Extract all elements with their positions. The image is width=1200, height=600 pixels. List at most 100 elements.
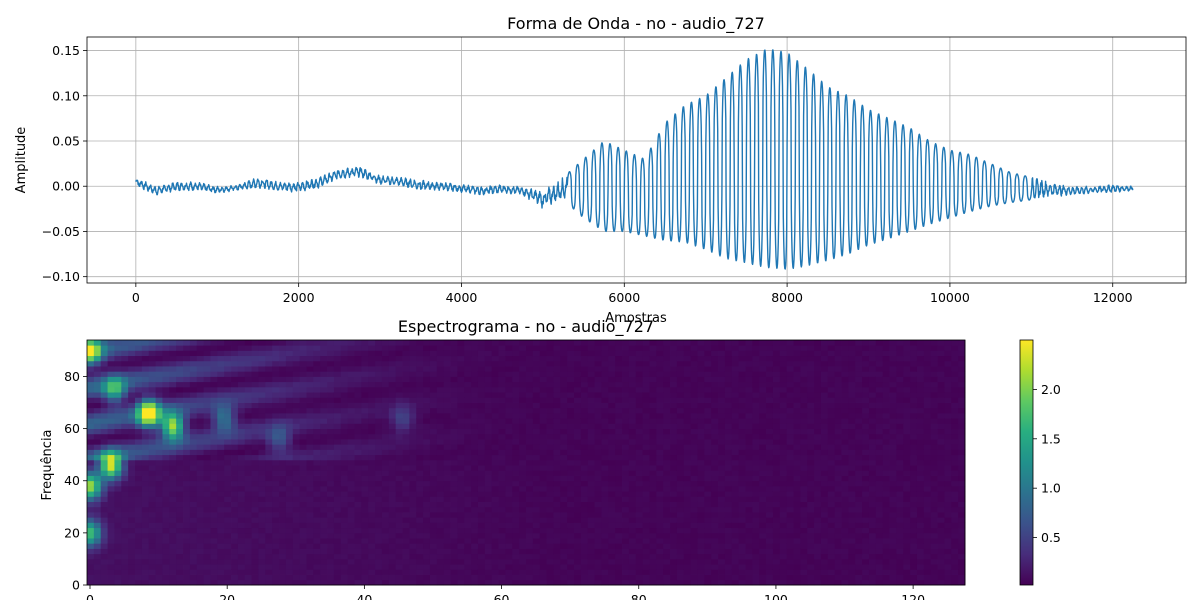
spectrogram-cell bbox=[786, 376, 794, 383]
spectrogram-cell bbox=[279, 522, 287, 529]
spectrogram-cell bbox=[594, 345, 602, 351]
spectrogram-cell bbox=[580, 480, 589, 487]
spectrogram-cell bbox=[141, 512, 150, 518]
spectrogram-cell bbox=[793, 491, 801, 497]
spectrogram-cell bbox=[738, 496, 746, 502]
spectrogram-cell bbox=[128, 527, 136, 534]
spectrogram-cell bbox=[546, 345, 554, 351]
spectrogram-cell bbox=[711, 501, 719, 508]
spectrogram-cell bbox=[416, 392, 424, 398]
spectrogram-cell bbox=[121, 496, 129, 502]
spectrogram-cell bbox=[306, 517, 314, 523]
spectrogram-cell bbox=[505, 548, 513, 555]
spectrogram-cell bbox=[539, 470, 547, 476]
spectrogram-cell bbox=[690, 475, 698, 482]
spectrogram-cell bbox=[251, 522, 259, 529]
spectrogram-cell bbox=[402, 470, 410, 476]
spectrogram-cell bbox=[135, 444, 143, 450]
spectrogram-cell bbox=[642, 412, 650, 419]
spectrogram-cell bbox=[683, 407, 692, 414]
spectrogram-cell bbox=[628, 355, 637, 362]
spectrogram-cell bbox=[772, 449, 781, 456]
spectrogram-cell bbox=[546, 538, 554, 544]
spectrogram-cell bbox=[375, 418, 383, 424]
spectrogram-cell bbox=[155, 371, 163, 377]
spectrogram-cell bbox=[100, 439, 108, 445]
spectrogram-cell bbox=[793, 371, 801, 377]
spectrogram-cell bbox=[649, 355, 657, 362]
spectrogram-cell bbox=[429, 418, 438, 424]
spectrogram-cell bbox=[786, 392, 794, 398]
spectrogram-cell bbox=[594, 407, 602, 414]
spectrogram-cell bbox=[203, 418, 211, 424]
spectrogram-cell bbox=[471, 360, 479, 367]
spectrogram-cell bbox=[471, 386, 479, 393]
spectrogram-cell bbox=[779, 553, 788, 560]
spectrogram-cell bbox=[656, 558, 664, 565]
spectrogram-cell bbox=[388, 345, 397, 351]
spectrogram-cell bbox=[231, 433, 239, 440]
spectrogram-cell bbox=[244, 475, 253, 482]
spectrogram-cell bbox=[327, 412, 335, 419]
spectrogram-cell bbox=[313, 512, 321, 518]
spectrogram-cell bbox=[663, 433, 671, 440]
spectrogram-cell bbox=[676, 553, 685, 560]
spectrogram-cell bbox=[759, 569, 767, 575]
spectrogram-cell bbox=[683, 386, 692, 393]
spectrogram-cell bbox=[306, 543, 314, 549]
spectrogram-cell bbox=[656, 538, 664, 544]
spectrogram-cell bbox=[539, 376, 547, 383]
spectrogram-cell bbox=[759, 538, 767, 544]
spectrogram-cell bbox=[752, 538, 760, 544]
spectrogram-cell bbox=[128, 579, 136, 586]
spectrogram-cell bbox=[361, 512, 369, 518]
spectrogram-cell bbox=[656, 465, 664, 471]
spectrogram-cell bbox=[375, 355, 383, 362]
spectrogram-cell bbox=[745, 475, 753, 482]
spectrogram-cell bbox=[663, 569, 671, 575]
spectrogram-cell bbox=[546, 532, 554, 539]
spectrogram-cell bbox=[265, 475, 273, 482]
spectrogram-cell bbox=[107, 543, 115, 549]
spectrogram-cell bbox=[519, 444, 527, 450]
spectrogram-cell bbox=[567, 496, 575, 502]
spectrogram-cell bbox=[491, 412, 499, 419]
spectrogram-cell bbox=[87, 543, 95, 549]
spectrogram-cell bbox=[299, 449, 307, 456]
spectrogram-cell bbox=[724, 522, 733, 529]
spectrogram-cell bbox=[759, 485, 767, 492]
spectrogram-cell bbox=[381, 345, 390, 351]
spectrogram-cell bbox=[477, 491, 486, 497]
spectrogram-cell bbox=[587, 512, 595, 518]
spectrogram-cell bbox=[512, 527, 520, 534]
spectrogram-cell bbox=[464, 470, 472, 476]
spectrogram-cell bbox=[560, 574, 568, 581]
spectrogram-cell bbox=[196, 444, 205, 450]
spectrogram-cell bbox=[622, 345, 630, 351]
spectrogram-cell bbox=[464, 485, 472, 492]
spectrogram-cell bbox=[567, 491, 575, 497]
spectrogram-cell bbox=[731, 491, 740, 497]
spectrogram-cell bbox=[409, 574, 417, 581]
spectrogram-cell bbox=[114, 470, 122, 476]
spectrogram-cell bbox=[251, 532, 259, 539]
spectrogram-cell bbox=[265, 548, 273, 555]
spectrogram-cell bbox=[107, 350, 115, 357]
spectrogram-cell bbox=[567, 444, 575, 450]
spectrogram-cell bbox=[231, 501, 239, 508]
spectrogram-cell bbox=[718, 569, 726, 575]
spectrogram-cell bbox=[519, 340, 527, 346]
spectrogram-cell bbox=[457, 543, 465, 549]
spectrogram-cell bbox=[539, 475, 547, 482]
spectrogram-cell bbox=[203, 402, 211, 409]
spectrogram-cell bbox=[587, 392, 595, 398]
spectrogram-cell bbox=[169, 454, 177, 461]
spectrogram-cell bbox=[114, 360, 122, 367]
spectrogram-cell bbox=[292, 558, 301, 565]
spectrogram-cell bbox=[642, 527, 650, 534]
spectrogram-cell bbox=[539, 444, 547, 450]
spectrogram-cell bbox=[169, 465, 177, 471]
spectrogram-cell bbox=[704, 376, 712, 383]
spectrogram-cell bbox=[306, 392, 314, 398]
spectrogram-cell bbox=[244, 465, 253, 471]
